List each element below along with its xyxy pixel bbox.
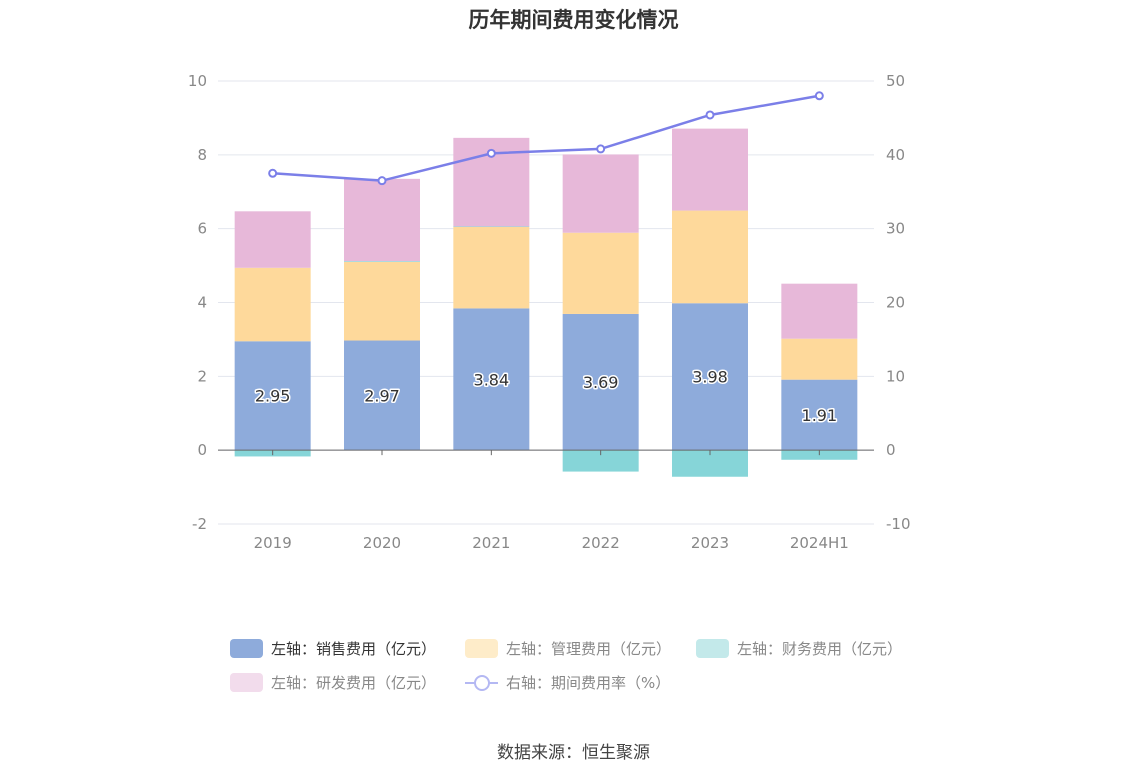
right-axis-tick-label: -10: [886, 515, 911, 533]
data-label: 3.84: [474, 370, 510, 389]
expense-ratio-point: [486, 148, 496, 158]
data-source: 数据来源：恒生聚源: [497, 743, 650, 763]
legend-label-admin: 左轴：管理费用（亿元）: [506, 640, 672, 658]
x-axis-tick-label: 2019: [254, 534, 292, 552]
left-axis-tick-label: 8: [197, 146, 207, 164]
bar-segment: [672, 210, 748, 304]
stacked-bar-line-chart: -2 -10 0 0 2 10 4 20 6 30 8 40 10 50 2019 2020 2021 2022 2…: [188, 72, 911, 552]
legend-label-finance: 左轴：财务费用（亿元）: [737, 640, 903, 658]
x-axis-tick-label: 2024H1: [790, 534, 849, 552]
bar-segment: [453, 308, 530, 451]
legend-swatch-rd: [230, 673, 263, 692]
legend-label-expense-ratio: 右轴：期间费用率（%）: [506, 674, 671, 692]
left-axis-tick-label: 2: [197, 367, 207, 385]
expense-ratio-point: [268, 168, 278, 178]
expense-ratio-point: [705, 110, 715, 120]
right-axis-tick-label: 10: [886, 367, 905, 385]
right-axis-tick-label: 30: [886, 220, 905, 238]
expense-ratio-point: [596, 144, 606, 154]
bar-segment: [672, 128, 748, 211]
legend-label-sales: 左轴：销售费用（亿元）: [271, 640, 437, 658]
bar-segment: [781, 379, 858, 451]
legend-swatch-expense-ratio: [465, 673, 498, 692]
bar-segment: [453, 226, 530, 227]
left-axis-tick-label: 6: [197, 220, 207, 238]
x-axis-tick-label: 2021: [472, 534, 510, 552]
bar-segment: [562, 450, 639, 472]
legend-swatch-sales: [230, 639, 263, 658]
bar-segment: [672, 303, 748, 451]
x-axis-tick-label: 2022: [582, 534, 620, 552]
left-axis-tick-label: 0: [197, 441, 207, 459]
x-axis-tick-label: 2023: [691, 534, 729, 552]
data-label: 3.98: [692, 368, 728, 387]
right-axis-tick-label: 40: [886, 146, 905, 164]
bar-segment: [344, 261, 420, 262]
legend-item-sales[interactable]: 左轴：销售费用（亿元）: [230, 638, 436, 659]
bar-segment: [781, 338, 858, 380]
bar-segment: [344, 340, 420, 451]
bar-segment: [562, 154, 639, 233]
bar-segment: [453, 226, 530, 309]
legend-item-admin[interactable]: 左轴：管理费用（亿元）: [465, 638, 671, 659]
x-axis-tick-label: 2020: [363, 534, 401, 552]
bar-segment: [234, 211, 311, 268]
legend-item-rd[interactable]: 左轴：研发费用（亿元）: [230, 672, 436, 693]
legend-swatch-finance: [696, 639, 729, 658]
right-axis-tick-label: 50: [886, 72, 905, 90]
bar-segment: [344, 178, 420, 262]
data-label: 3.69: [583, 373, 619, 392]
right-axis-tick-label: 0: [886, 441, 896, 459]
legend-swatch-admin: [465, 639, 498, 658]
left-axis-tick-label: 10: [188, 72, 207, 90]
data-label: 2.95: [255, 387, 291, 406]
bar-segment: [234, 341, 311, 451]
bar-segment: [562, 313, 639, 451]
left-axis-tick-label: 4: [197, 294, 207, 312]
expense-ratio-point: [814, 91, 824, 101]
data-label: 2.97: [364, 386, 400, 405]
expense-ratio-line: [272, 94, 820, 182]
data-label: 1.91: [802, 406, 838, 425]
left-axis-tick-label: -2: [192, 515, 207, 533]
legend-item-expense-ratio[interactable]: 右轴：期间费用率（%）: [465, 672, 670, 693]
bar-segment: [562, 232, 639, 314]
right-axis-tick-label: 20: [886, 294, 905, 312]
chart-title: 历年期间费用变化情况: [468, 8, 679, 32]
bar-segment: [234, 267, 311, 342]
expense-ratio-point: [377, 176, 387, 186]
legend-label-rd: 左轴：研发费用（亿元）: [271, 674, 437, 692]
bar-segment: [781, 283, 858, 339]
legend-item-finance[interactable]: 左轴：财务费用（亿元）: [696, 638, 902, 659]
bar-segment: [344, 261, 420, 341]
